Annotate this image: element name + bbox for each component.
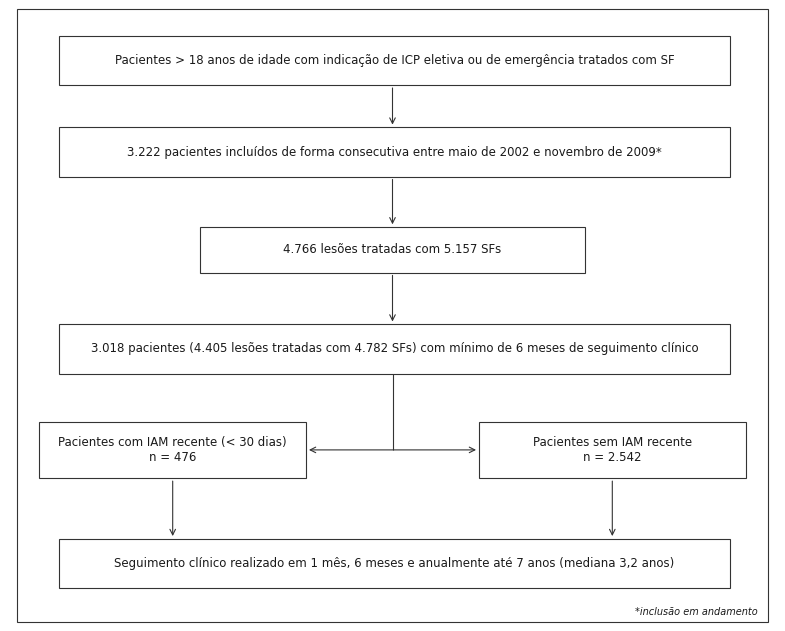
Bar bbox=[59, 36, 730, 85]
Bar bbox=[39, 422, 306, 478]
Bar bbox=[59, 127, 730, 177]
Text: Seguimento clínico realizado em 1 mês, 6 meses e anualmente até 7 anos (mediana : Seguimento clínico realizado em 1 mês, 6… bbox=[115, 557, 674, 570]
Bar bbox=[479, 422, 746, 478]
Bar bbox=[59, 324, 730, 374]
Bar bbox=[200, 227, 585, 273]
Text: Pacientes com IAM recente (< 30 dias)
n = 476: Pacientes com IAM recente (< 30 dias) n … bbox=[58, 436, 287, 464]
Text: Pacientes sem IAM recente
n = 2.542: Pacientes sem IAM recente n = 2.542 bbox=[533, 436, 692, 464]
Text: *inclusão em andamento: *inclusão em andamento bbox=[635, 607, 758, 617]
Text: 3.018 pacientes (4.405 lesões tratadas com 4.782 SFs) com mínimo de 6 meses de s: 3.018 pacientes (4.405 lesões tratadas c… bbox=[90, 343, 699, 355]
Text: Pacientes > 18 anos de idade com indicação de ICP eletiva ou de emergência trata: Pacientes > 18 anos de idade com indicaç… bbox=[115, 54, 674, 67]
Text: 4.766 lesões tratadas com 5.157 SFs: 4.766 lesões tratadas com 5.157 SFs bbox=[283, 244, 502, 256]
Bar bbox=[59, 539, 730, 588]
Text: 3.222 pacientes incluídos de forma consecutiva entre maio de 2002 e novembro de : 3.222 pacientes incluídos de forma conse… bbox=[127, 146, 662, 158]
